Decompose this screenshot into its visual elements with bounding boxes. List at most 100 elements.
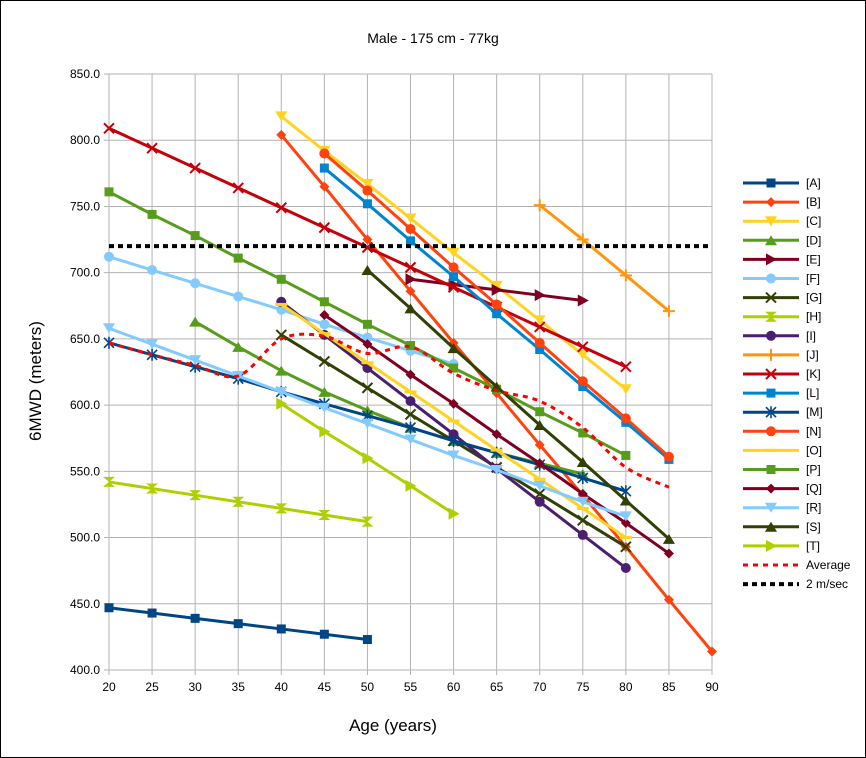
series-s — [361, 265, 675, 544]
legend-label: [Q] — [806, 482, 822, 496]
data-point — [233, 291, 244, 302]
series-o — [275, 302, 632, 540]
data-point — [319, 148, 330, 159]
data-point — [448, 398, 459, 409]
series-q — [319, 310, 674, 559]
data-point — [619, 384, 632, 395]
data-point — [662, 305, 675, 318]
x-tick-label: 50 — [361, 680, 375, 694]
data-point — [190, 613, 200, 623]
legend-entry: [B] — [743, 195, 821, 209]
data-point — [276, 129, 287, 140]
legend-entry: [T] — [743, 539, 820, 553]
data-point — [362, 185, 373, 196]
x-tick-label: 25 — [145, 680, 159, 694]
data-point — [362, 339, 373, 350]
data-point — [362, 319, 372, 329]
data-point — [535, 344, 545, 354]
legend-entry: [H] — [743, 310, 821, 324]
series-p — [104, 187, 631, 460]
chart-series — [103, 111, 717, 657]
data-point — [620, 485, 632, 498]
legend-marker — [765, 502, 777, 513]
series-a — [104, 603, 372, 645]
legend-marker — [765, 216, 777, 227]
x-tick-label: 45 — [318, 680, 332, 694]
y-tick-label: 500.0 — [70, 531, 100, 545]
legend-label: [L] — [806, 386, 819, 400]
legend-marker — [765, 311, 777, 322]
data-point — [318, 386, 331, 397]
legend-label: [O] — [806, 443, 822, 457]
data-point — [233, 619, 243, 629]
data-point — [620, 517, 631, 528]
data-point — [147, 209, 157, 219]
legend-label: [F] — [806, 272, 820, 286]
data-point — [447, 343, 460, 354]
legend-marker — [766, 253, 777, 266]
x-tick-label: 65 — [490, 680, 504, 694]
data-point — [146, 142, 158, 154]
y-tick-label: 800.0 — [70, 133, 100, 147]
data-point — [576, 349, 589, 360]
data-point — [275, 111, 288, 122]
data-point — [189, 162, 201, 174]
legend-marker — [766, 197, 776, 208]
legend-label: [E] — [806, 252, 821, 266]
data-point — [492, 309, 502, 319]
data-point — [534, 289, 546, 302]
data-point — [405, 223, 416, 234]
legend-entry: [K] — [743, 367, 821, 381]
legend-marker — [765, 235, 777, 246]
data-point — [663, 548, 674, 559]
legend-entry: [A] — [743, 176, 821, 190]
legend-marker — [765, 368, 777, 380]
series-t — [276, 397, 460, 520]
y-axis-ticks: 400.0 450.0 500.0 550.0 600.0 650.0 700.0 750.0… — [70, 67, 100, 677]
data-point — [319, 297, 329, 307]
data-point — [491, 429, 502, 440]
legend-marker — [766, 426, 776, 437]
data-point — [449, 363, 459, 373]
data-point — [533, 199, 546, 212]
data-point — [619, 269, 632, 282]
data-point — [362, 635, 372, 645]
data-point — [534, 458, 545, 469]
data-point — [534, 488, 546, 500]
series-j — [533, 199, 675, 318]
data-point — [275, 202, 287, 214]
legend-entry: [S] — [743, 520, 821, 534]
data-point — [147, 608, 157, 618]
data-point — [490, 465, 503, 476]
series-average — [108, 332, 670, 489]
data-point — [232, 341, 245, 352]
legend-label: [D] — [806, 233, 821, 247]
x-tick-label: 55 — [404, 680, 418, 694]
data-point — [577, 471, 589, 484]
data-point — [362, 234, 373, 245]
data-point — [534, 321, 546, 333]
legend-entry: [C] — [743, 214, 821, 228]
data-point — [362, 332, 373, 343]
legend-entry: [I] — [743, 329, 816, 343]
legend-marker — [765, 406, 777, 419]
legend-label: Average — [806, 558, 851, 572]
legend-marker — [766, 465, 776, 474]
data-point — [577, 488, 588, 499]
data-point — [491, 299, 502, 310]
data-point — [405, 273, 417, 286]
x-tick-label: 85 — [662, 680, 676, 694]
legend-marker — [766, 388, 776, 398]
legend-label: [G] — [806, 291, 822, 305]
data-point — [103, 122, 115, 135]
legend-entry: [E] — [743, 252, 821, 266]
data-point — [620, 360, 632, 373]
data-point — [361, 382, 374, 394]
data-point — [232, 496, 245, 507]
data-point — [362, 199, 372, 209]
series-e — [405, 273, 589, 307]
data-point — [190, 231, 200, 241]
data-point — [448, 507, 460, 520]
data-point — [707, 646, 717, 657]
